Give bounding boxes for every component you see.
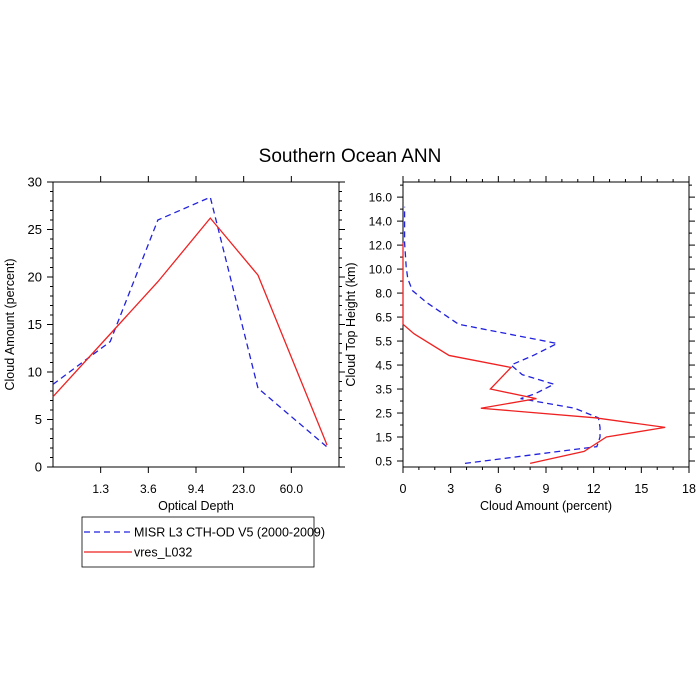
left-y-tick-label: 30: [28, 175, 42, 190]
right-panel: 0 3 6 9 12 15 18 0.5 1.5 2.5 3.5 4.5 5.5 6.5 8.0 10.0 12…: [344, 176, 696, 513]
right-y-tick-label: 1.5: [375, 431, 392, 445]
left-series-model: [52, 217, 328, 446]
legend-label-misr: MISR L3 CTH-OD V5 (2000-2009): [134, 526, 325, 540]
right-x-tick-label: 3: [447, 482, 454, 496]
left-x-tick-label: 1.3: [92, 482, 109, 496]
right-x-tick-label: 6: [495, 482, 502, 496]
legend: MISR L3 CTH-OD V5 (2000-2009) vres_L032: [81, 516, 325, 568]
right-y-tick-label: 4.5: [375, 359, 392, 373]
legend-box: [81, 516, 315, 568]
right-y-axis-label: Cloud Top Height (km): [344, 262, 358, 386]
right-y-tick-label: 8.0: [375, 287, 392, 301]
left-y-tick-label: 25: [28, 222, 42, 237]
right-y-tick-label: 0.5: [375, 455, 392, 469]
right-x-tick-label: 9: [543, 482, 550, 496]
right-y-tick-label: 14.0: [369, 215, 393, 229]
left-x-tick-label: 3.6: [140, 482, 157, 496]
right-y-tick-label: 3.5: [375, 383, 392, 397]
left-y-tick-label: 20: [28, 270, 42, 285]
left-series-misr: [52, 196, 328, 448]
right-series-model: [402, 242, 666, 465]
right-series-misr: [403, 206, 601, 465]
left-y-axis-label: Cloud Amount (percent): [3, 258, 17, 390]
right-x-tick-label: 12: [587, 482, 601, 496]
left-y-tick-label: 10: [28, 365, 42, 380]
legend-label-model: vres_L032: [134, 546, 192, 560]
right-y-tick-label: 6.5: [375, 311, 392, 325]
left-x-tick-label: 23.0: [232, 482, 256, 496]
right-x-tick-label: 0: [400, 482, 407, 496]
right-x-tick-label: 15: [634, 482, 648, 496]
chart-title: Southern Ocean ANN: [259, 146, 442, 167]
left-y-tick-label: 0: [35, 460, 42, 475]
left-x-axis-label: Optical Depth: [158, 499, 234, 513]
right-x-axis-label: Cloud Amount (percent): [480, 499, 612, 513]
right-y-tick-label: 5.5: [375, 335, 392, 349]
left-y-tick-label: 15: [28, 317, 42, 332]
left-x-tick-label: 9.4: [188, 482, 205, 496]
left-x-tick-label: 60.0: [280, 482, 304, 496]
left-y-tick-label: 5: [35, 412, 42, 427]
right-y-tick-label: 16.0: [369, 191, 393, 205]
left-plot-frame: [52, 181, 340, 468]
right-x-tick-label: 18: [682, 482, 696, 496]
right-y-tick-label: 2.5: [375, 407, 392, 421]
right-y-tick-label: 10.0: [369, 263, 393, 277]
left-panel: 0 5 10 15 20 25 30 1.3 3.6 9.4 23.0 60.0 Optical Dep…: [3, 175, 345, 513]
right-y-tick-label: 12.0: [369, 239, 393, 253]
